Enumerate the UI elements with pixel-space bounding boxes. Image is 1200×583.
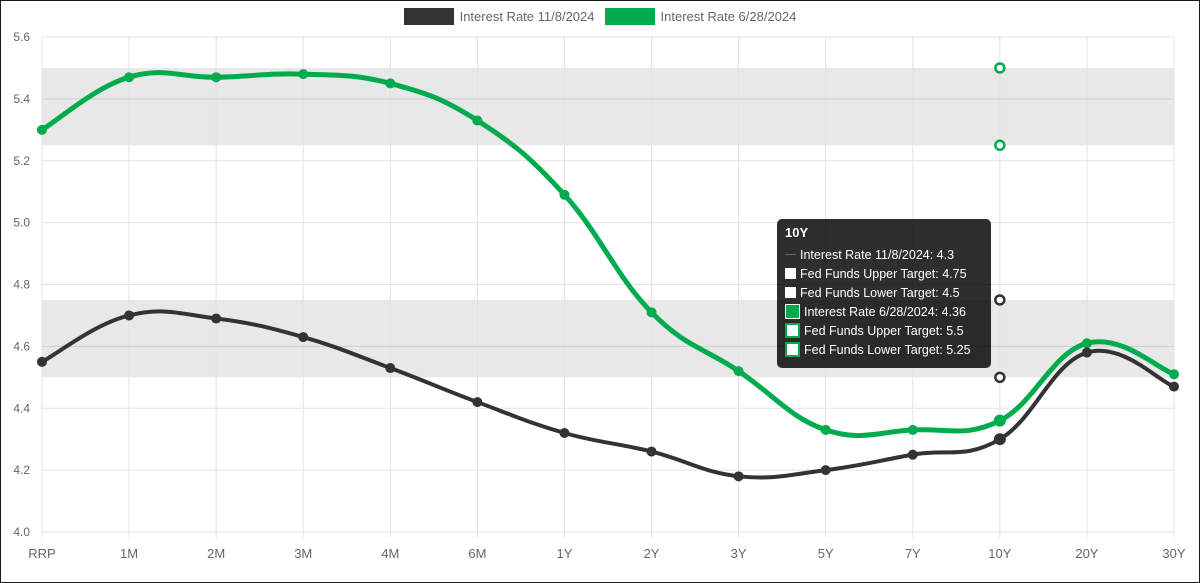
- data-point: [37, 356, 47, 367]
- legend-item-jun[interactable]: Interest Rate 6/28/2024: [604, 8, 797, 25]
- tooltip-row: Interest Rate 6/28/2024: 4.36: [785, 302, 983, 321]
- y-tick-label: 4.0: [13, 525, 30, 539]
- tooltip-swatch: [785, 268, 796, 279]
- legend: Interest Rate 11/8/2024 Interest Rate 6/…: [0, 8, 1200, 25]
- y-tick-label: 5.4: [13, 92, 30, 106]
- y-tick-label: 5.2: [13, 154, 30, 168]
- series-points: [37, 69, 1179, 482]
- tooltip-text: Fed Funds Upper Target: 5.5: [804, 323, 964, 338]
- data-point: [298, 332, 309, 343]
- x-tick-label: 20Y: [1075, 546, 1098, 561]
- x-tick-label: 7Y: [905, 546, 921, 561]
- tooltip-swatch: [785, 304, 800, 319]
- data-point: [298, 69, 309, 80]
- data-point: [385, 78, 396, 89]
- data-point: [472, 397, 483, 408]
- data-point: [211, 313, 222, 324]
- data-point: [37, 124, 47, 135]
- data-point: [1169, 381, 1179, 392]
- data-point: [993, 433, 1006, 446]
- tooltip: 10Y Interest Rate 11/8/2024: 4.3 Fed Fun…: [777, 219, 991, 368]
- x-tick-label: 4M: [381, 546, 399, 561]
- data-point: [993, 414, 1006, 427]
- tooltip-text: Fed Funds Lower Target: 5.25: [804, 342, 971, 357]
- target-marker: [994, 371, 1006, 384]
- data-point: [907, 449, 918, 460]
- data-point: [385, 363, 396, 374]
- tooltip-swatch: [785, 249, 796, 255]
- tooltip-row: Fed Funds Upper Target: 4.75: [785, 264, 983, 283]
- data-point: [559, 189, 570, 200]
- y-tick-label: 4.2: [13, 463, 30, 477]
- data-point: [559, 428, 570, 438]
- y-tick-label: 5.0: [13, 216, 30, 230]
- data-point: [646, 307, 657, 318]
- data-point: [1169, 369, 1179, 380]
- data-point: [124, 310, 135, 321]
- legend-item-nov[interactable]: Interest Rate 11/8/2024: [403, 8, 595, 25]
- x-tick-label: 3M: [294, 546, 312, 561]
- data-point: [1081, 347, 1092, 358]
- tooltip-text: Interest Rate 11/8/2024: 4.3: [800, 247, 955, 262]
- x-tick-label: 10Y: [988, 546, 1011, 561]
- x-tick-label: 3Y: [731, 546, 747, 561]
- legend-swatch-jun: [604, 8, 655, 25]
- x-tick-label: 2Y: [644, 546, 660, 561]
- data-point: [1081, 338, 1092, 349]
- tooltip-text: Interest Rate 6/28/2024: 4.36: [804, 304, 966, 319]
- x-tick-label: 2M: [207, 546, 225, 561]
- y-tick-label: 4.8: [13, 278, 30, 292]
- x-tick-label: 1Y: [557, 546, 573, 561]
- x-tick-label: 5Y: [818, 546, 834, 561]
- tooltip-swatch: [785, 342, 800, 357]
- data-point: [733, 366, 744, 377]
- x-tick-label: 1M: [120, 546, 138, 561]
- legend-swatch-nov: [403, 8, 454, 25]
- target-band: [42, 299, 1174, 378]
- y-tick-label: 5.6: [13, 30, 30, 44]
- x-tick-label: 30Y: [1162, 546, 1185, 561]
- tooltip-text: Fed Funds Upper Target: 4.75: [800, 266, 967, 281]
- target-marker: [994, 62, 1006, 74]
- legend-label-jun: Interest Rate 6/28/2024: [660, 9, 797, 24]
- x-axis: RRP 1M 2M 3M 4M 6M 1Y 2Y 3Y 5Y 7Y 10Y 20Y 30Y: [28, 546, 1186, 561]
- tooltip-rows: Interest Rate 11/8/2024: 4.3 Fed Funds U…: [785, 245, 983, 359]
- x-tick-label: 6M: [468, 546, 486, 561]
- data-point: [820, 465, 831, 476]
- tooltip-text: Fed Funds Lower Target: 4.5: [800, 285, 960, 300]
- tooltip-title: 10Y: [785, 225, 809, 240]
- target-marker: [994, 294, 1006, 306]
- data-point: [472, 115, 483, 126]
- target-markers: [994, 62, 1006, 384]
- y-axis: 4.0 4.2 4.4 4.6 4.8 5.0 5.2 5.4 5.6: [13, 30, 30, 539]
- tooltip-row: Fed Funds Lower Target: 4.5: [785, 283, 983, 302]
- data-point: [646, 446, 657, 457]
- data-point: [820, 424, 831, 435]
- target-band: [42, 67, 1174, 146]
- tooltip-row: Interest Rate 11/8/2024: 4.3: [785, 245, 983, 264]
- tooltip-row: Fed Funds Lower Target: 5.25: [785, 340, 983, 359]
- y-tick-label: 4.4: [13, 401, 30, 415]
- tooltip-row: Fed Funds Upper Target: 5.5: [785, 321, 983, 340]
- x-tick-label: RRP: [28, 546, 55, 561]
- target-marker: [994, 139, 1006, 152]
- data-point: [124, 72, 135, 83]
- data-point: [211, 72, 222, 83]
- data-point: [907, 424, 918, 435]
- legend-label-nov: Interest Rate 11/8/2024: [459, 9, 595, 24]
- tooltip-swatch: [785, 287, 796, 298]
- y-tick-label: 4.6: [13, 339, 30, 353]
- tooltip-swatch: [785, 323, 800, 338]
- data-point: [733, 471, 744, 482]
